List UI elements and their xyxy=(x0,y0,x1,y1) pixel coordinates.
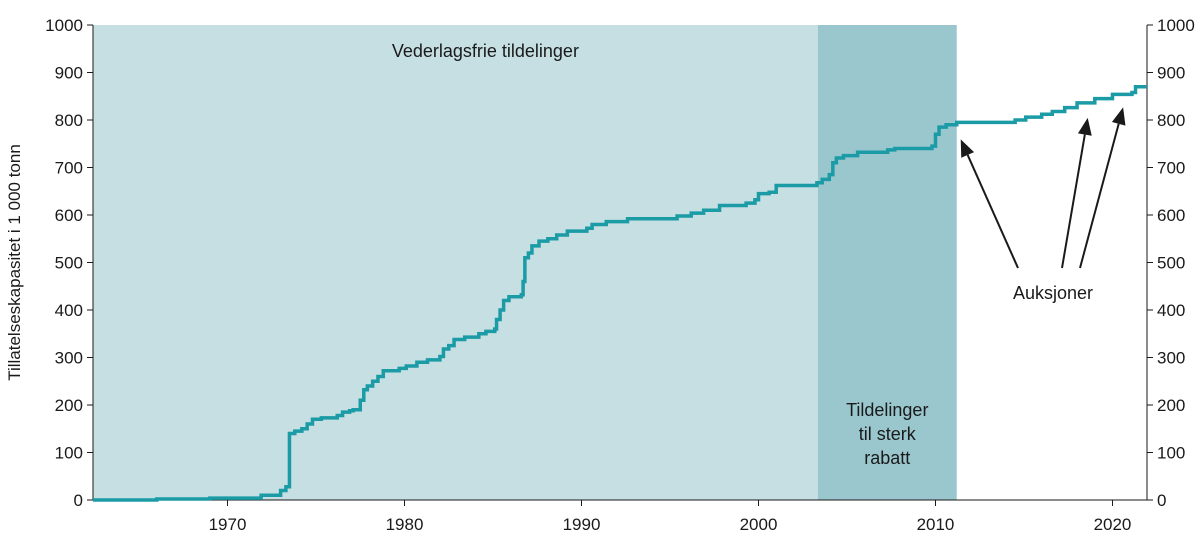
x-tick-label: 1980 xyxy=(386,515,424,534)
series-layer xyxy=(93,85,1147,502)
y-tick-label-left: 100 xyxy=(55,444,83,463)
y-tick-label-right: 100 xyxy=(1157,444,1185,463)
axes: 0 0 100 100 200 200 300 300 400 400 500 500 600 600 70… xyxy=(5,16,1195,534)
y-tick-label-right: 400 xyxy=(1157,301,1185,320)
annotation-arrow-head xyxy=(1077,117,1092,136)
y-tick-label-right: 200 xyxy=(1157,396,1185,415)
background-regions xyxy=(93,25,957,500)
region-label-rabatt-line: til sterk xyxy=(859,424,917,444)
y-tick-label-right: 700 xyxy=(1157,159,1185,178)
y-tick-label-left: 700 xyxy=(55,159,83,178)
y-tick-label-left: 600 xyxy=(55,206,83,225)
y-tick-label-right: 1000 xyxy=(1157,16,1195,35)
region-label-vederlagsfrie: Vederlagsfrie tildelinger xyxy=(392,41,579,61)
region-label-rabatt-line: Tildelinger xyxy=(846,400,928,420)
x-tick-label: 2000 xyxy=(740,515,778,534)
y-tick-label-left: 300 xyxy=(55,349,83,368)
y-tick-label-right: 900 xyxy=(1157,64,1185,83)
y-tick-label-left: 200 xyxy=(55,396,83,415)
annotation-arrow-head xyxy=(1111,107,1126,126)
x-tick-label: 2010 xyxy=(917,515,955,534)
series-line-1 xyxy=(93,85,1147,502)
y-tick-label-right: 500 xyxy=(1157,254,1185,273)
annotation-label: Auksjoner xyxy=(1013,283,1093,303)
y-tick-label-left: 0 xyxy=(74,491,83,510)
annotation-arrow-line xyxy=(1079,123,1120,269)
y-tick-label-left: 400 xyxy=(55,301,83,320)
y-tick-label-right: 600 xyxy=(1157,206,1185,225)
y-tick-label-right: 0 xyxy=(1157,491,1166,510)
annotation-arrow-line xyxy=(1061,134,1086,269)
y-tick-label-left: 800 xyxy=(55,111,83,130)
annotation-arrow-line xyxy=(966,154,1019,269)
y-tick-label-left: 1000 xyxy=(45,16,83,35)
y-tick-label-right: 300 xyxy=(1157,349,1185,368)
region-label-rabatt-line: rabatt xyxy=(864,448,910,468)
labels-layer: Vederlagsfrie tildelinger Tildelinger til … xyxy=(392,41,929,468)
region-1 xyxy=(93,25,818,500)
annotation-arrow-head xyxy=(960,139,975,158)
annotation-layer: Auksjoner xyxy=(960,107,1126,303)
x-tick-label: 1970 xyxy=(209,515,247,534)
y-axis-title: Tillatelseskapasitet i 1 000 tonn xyxy=(5,144,24,381)
x-tick-label: 1990 xyxy=(563,515,601,534)
y-tick-label-left: 500 xyxy=(55,254,83,273)
x-tick-label: 2020 xyxy=(1094,515,1132,534)
y-tick-label-left: 900 xyxy=(55,64,83,83)
region-2 xyxy=(817,25,957,500)
y-tick-label-right: 800 xyxy=(1157,111,1185,130)
